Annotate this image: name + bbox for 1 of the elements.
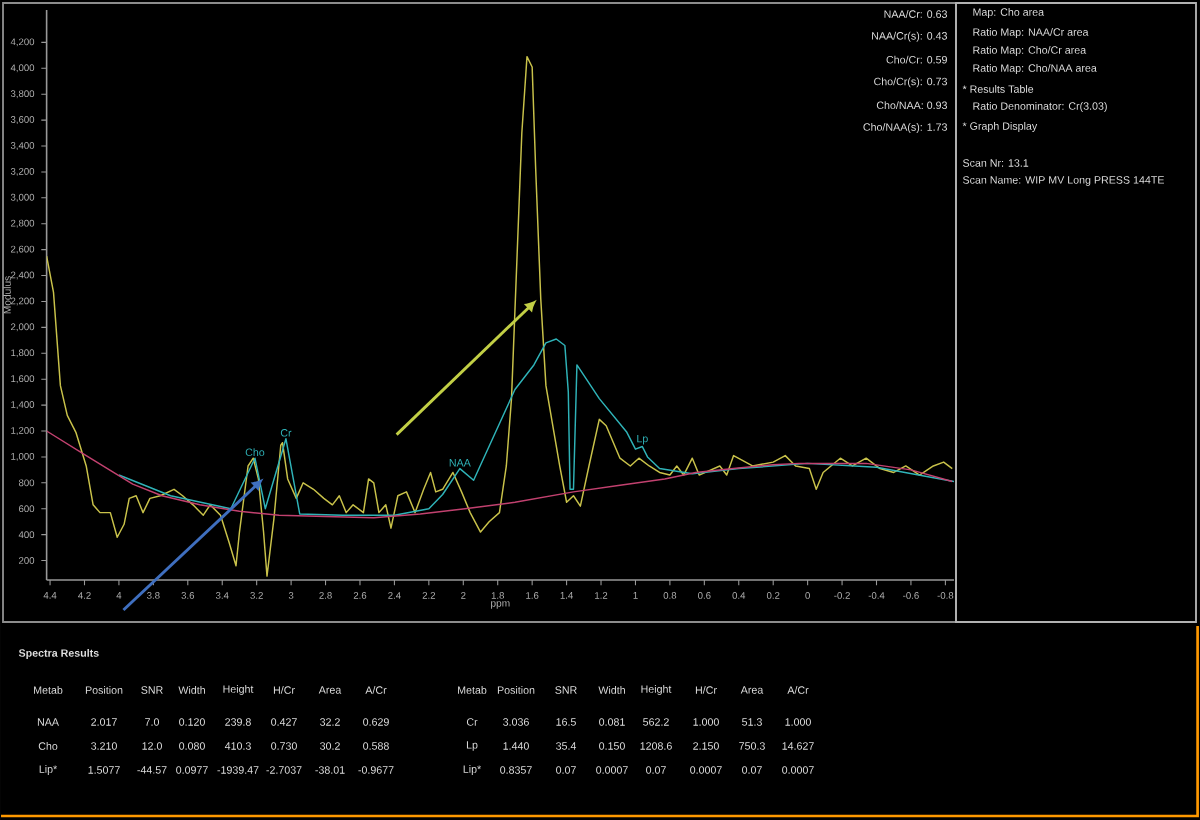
line-series <box>118 338 954 516</box>
